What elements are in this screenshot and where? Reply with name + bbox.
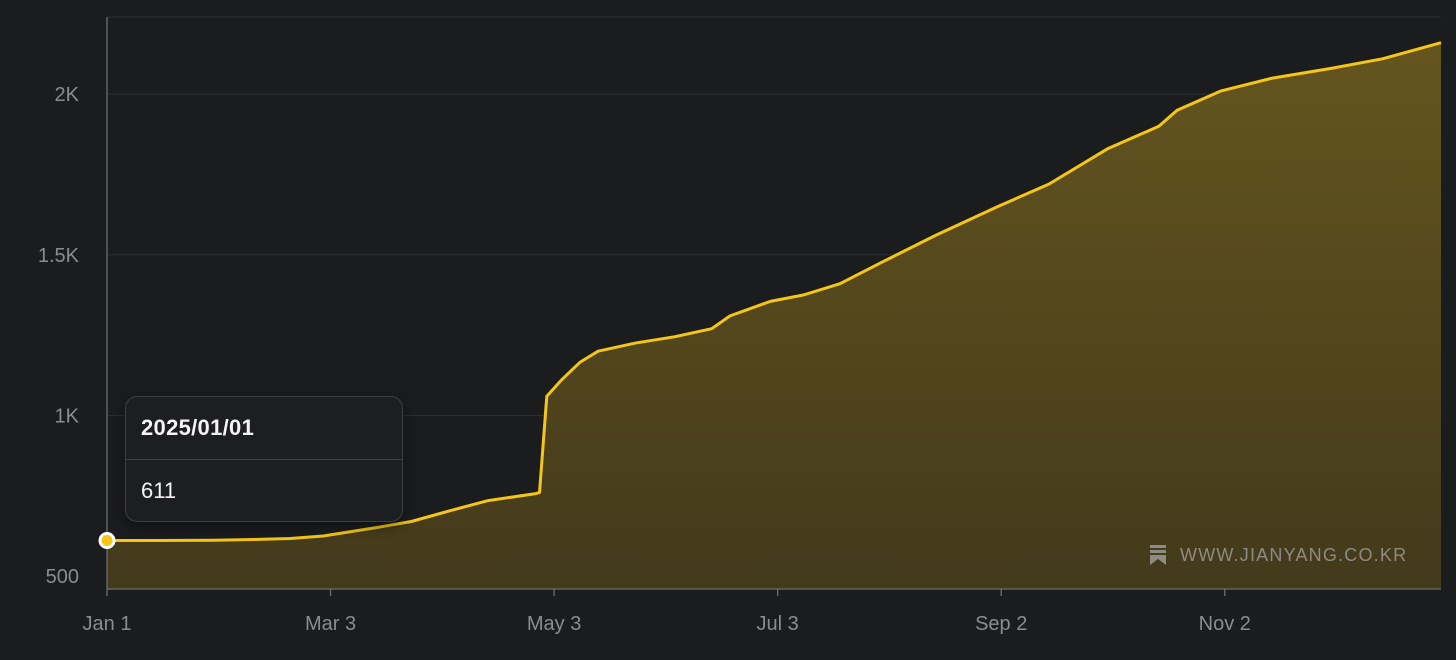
bookmark-stack-icon: [1150, 545, 1166, 565]
x-tick-label: Jan 1: [83, 613, 132, 635]
axes: [106, 17, 1441, 590]
y-tick-label: 1.5K: [38, 245, 80, 267]
watermark: WWW.JIANYANG.CO.KR: [1150, 545, 1407, 565]
hover-point-marker: [98, 531, 116, 549]
x-tick-label: Mar 3: [305, 613, 356, 635]
tooltip: 2025/01/01 611: [125, 396, 403, 522]
y-tick-label: 1K: [55, 405, 80, 427]
tooltip-date: 2025/01/01: [126, 397, 402, 460]
x-axis-ticks: Jan 1 Mar 3 May 3 Jul 3 Sep 2 Nov 2: [83, 589, 1251, 635]
tooltip-value: 611: [141, 478, 177, 503]
x-tick-label: Nov 2: [1199, 613, 1251, 635]
x-tick-label: Jul 3: [757, 613, 799, 635]
series-area: [107, 42, 1441, 589]
watermark-text: WWW.JIANYANG.CO.KR: [1180, 545, 1407, 565]
y-tick-label: 2K: [55, 84, 80, 106]
series-line: [107, 41, 1442, 542]
x-tick-label: May 3: [527, 613, 581, 635]
y-axis-ticks: 500 1K 1.5K 2K: [38, 84, 80, 588]
x-tick-label: Sep 2: [975, 613, 1027, 635]
y-tick-label: 500: [46, 566, 79, 588]
